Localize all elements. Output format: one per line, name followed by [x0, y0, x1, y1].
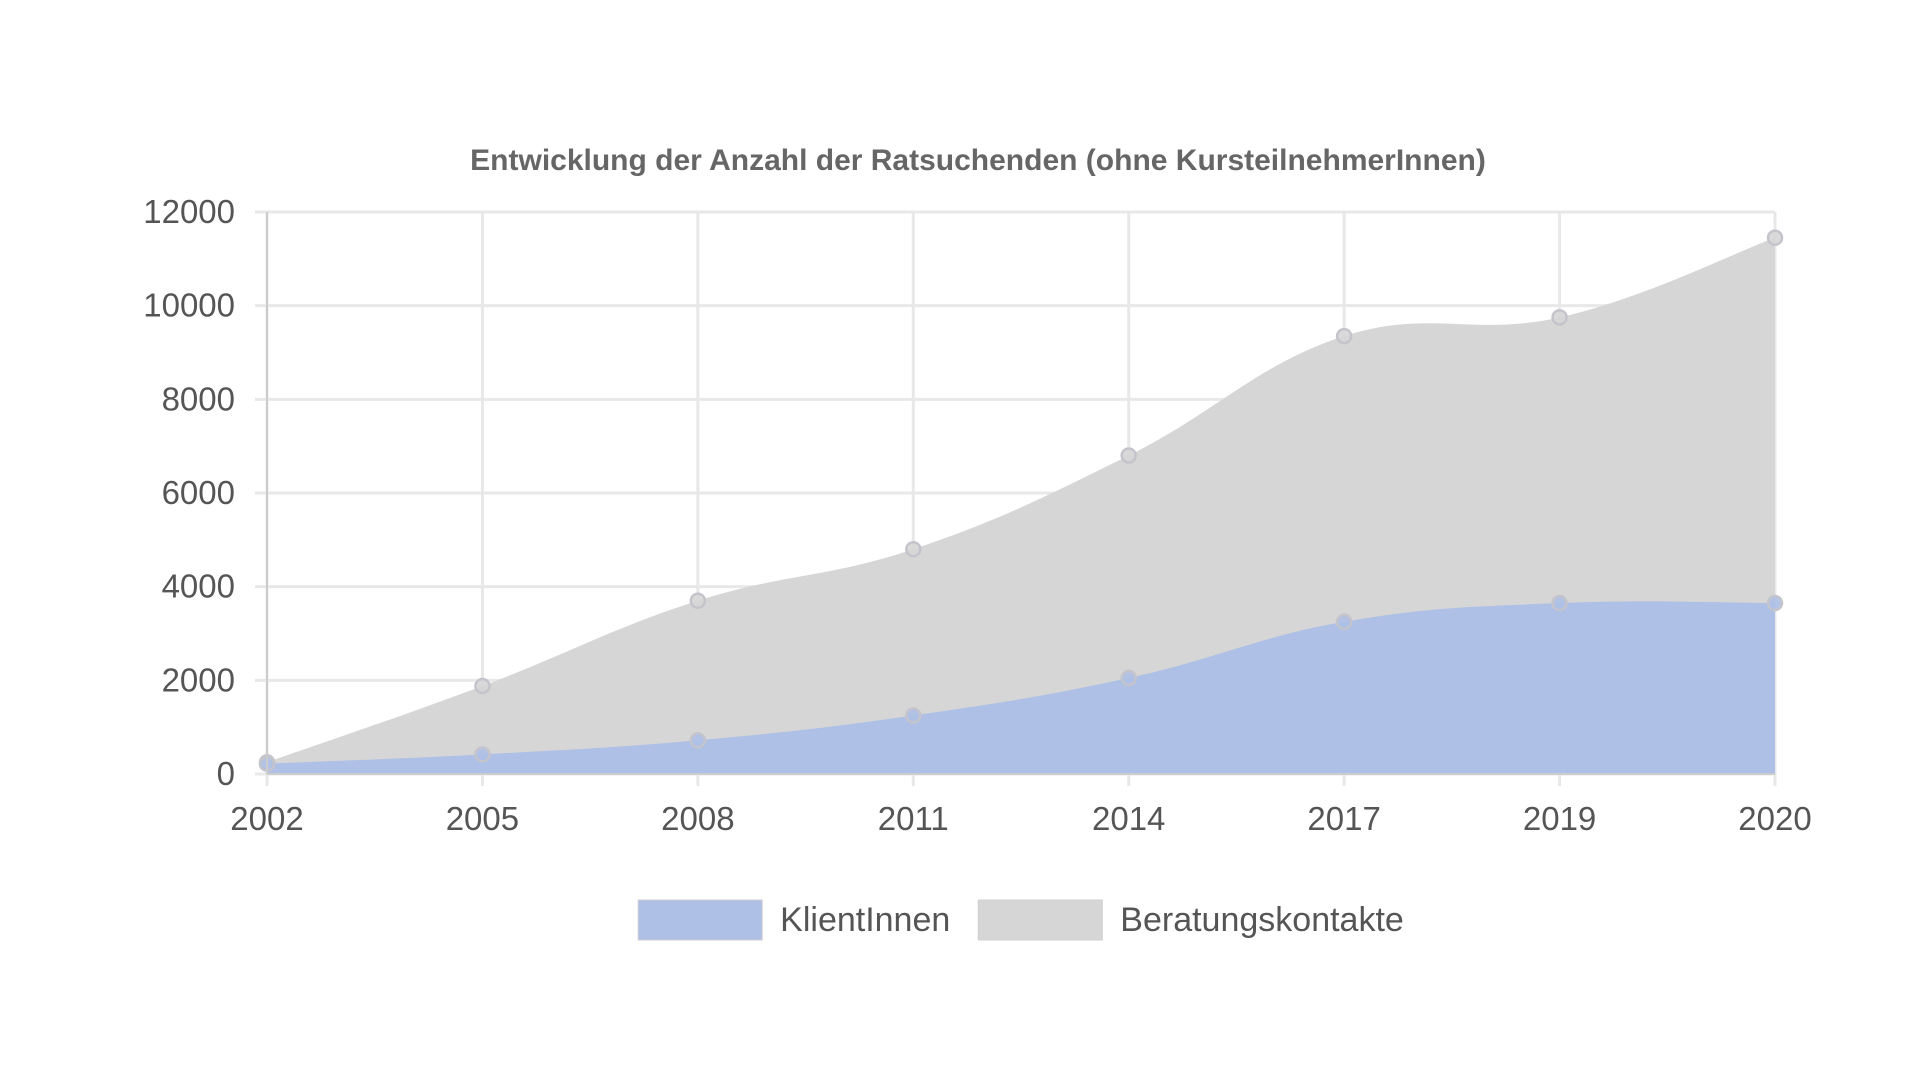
- legend-label: KlientInnen: [780, 901, 950, 939]
- x-tick-label: 2008: [661, 800, 734, 837]
- y-tick-label: 10000: [143, 287, 235, 324]
- legend-item-klientinnen[interactable]: KlientInnen: [637, 899, 950, 941]
- series-areas: [267, 237, 1775, 775]
- data-point-beratungskontakte[interactable]: [905, 540, 922, 558]
- legend-label: Beratungskontakte: [1120, 901, 1404, 939]
- legend-swatch: [637, 899, 763, 941]
- data-point-klientinnen[interactable]: [905, 707, 922, 724]
- x-tick-label: 2002: [230, 800, 303, 837]
- x-tick-label: 2011: [878, 800, 949, 837]
- data-point-beratungskontakte[interactable]: [1335, 327, 1353, 345]
- y-tick-label: 6000: [162, 474, 235, 511]
- chart-title: Entwicklung der Anzahl der Ratsuchenden …: [470, 144, 1486, 177]
- data-point-beratungskontakte[interactable]: [1120, 447, 1137, 464]
- data-point-beratungskontakte[interactable]: [1551, 309, 1568, 326]
- x-tick-label: 2017: [1307, 800, 1380, 837]
- series-area-klientinnen: [267, 601, 1775, 774]
- data-point-klientinnen[interactable]: [1551, 594, 1568, 612]
- legend: KlientInnen Beratungskontakte: [637, 899, 1404, 941]
- data-point-beratungskontakte[interactable]: [1766, 229, 1784, 247]
- data-point-klientinnen[interactable]: [1120, 669, 1137, 687]
- data-point-beratungskontakte[interactable]: [689, 592, 707, 609]
- data-point-beratungskontakte[interactable]: [474, 677, 491, 695]
- legend-item-beratungskontakte[interactable]: Beratungskontakte: [977, 899, 1404, 941]
- x-tick-label: 2019: [1523, 800, 1596, 837]
- data-point-klientinnen[interactable]: [474, 746, 491, 763]
- x-tick-label: 2005: [446, 800, 519, 837]
- y-tick-label: 2000: [162, 661, 235, 698]
- axes: 0 2000 4000 6000 8000 10000 12000 2002 2005 2008 2…: [143, 193, 1811, 837]
- x-tick-label: 2014: [1092, 800, 1165, 837]
- data-point-klientinnen[interactable]: [689, 732, 707, 749]
- data-point-klientinnen[interactable]: [1335, 613, 1353, 631]
- x-tick-label: 2020: [1738, 800, 1811, 837]
- series-points: [258, 229, 1784, 772]
- y-tick-label: 12000: [143, 193, 235, 230]
- y-tick-label: 0: [217, 755, 235, 792]
- data-point-klientinnen[interactable]: [1766, 594, 1784, 612]
- y-tick-label: 8000: [162, 380, 235, 417]
- y-tick-label: 4000: [162, 568, 235, 605]
- legend-swatch: [977, 899, 1103, 941]
